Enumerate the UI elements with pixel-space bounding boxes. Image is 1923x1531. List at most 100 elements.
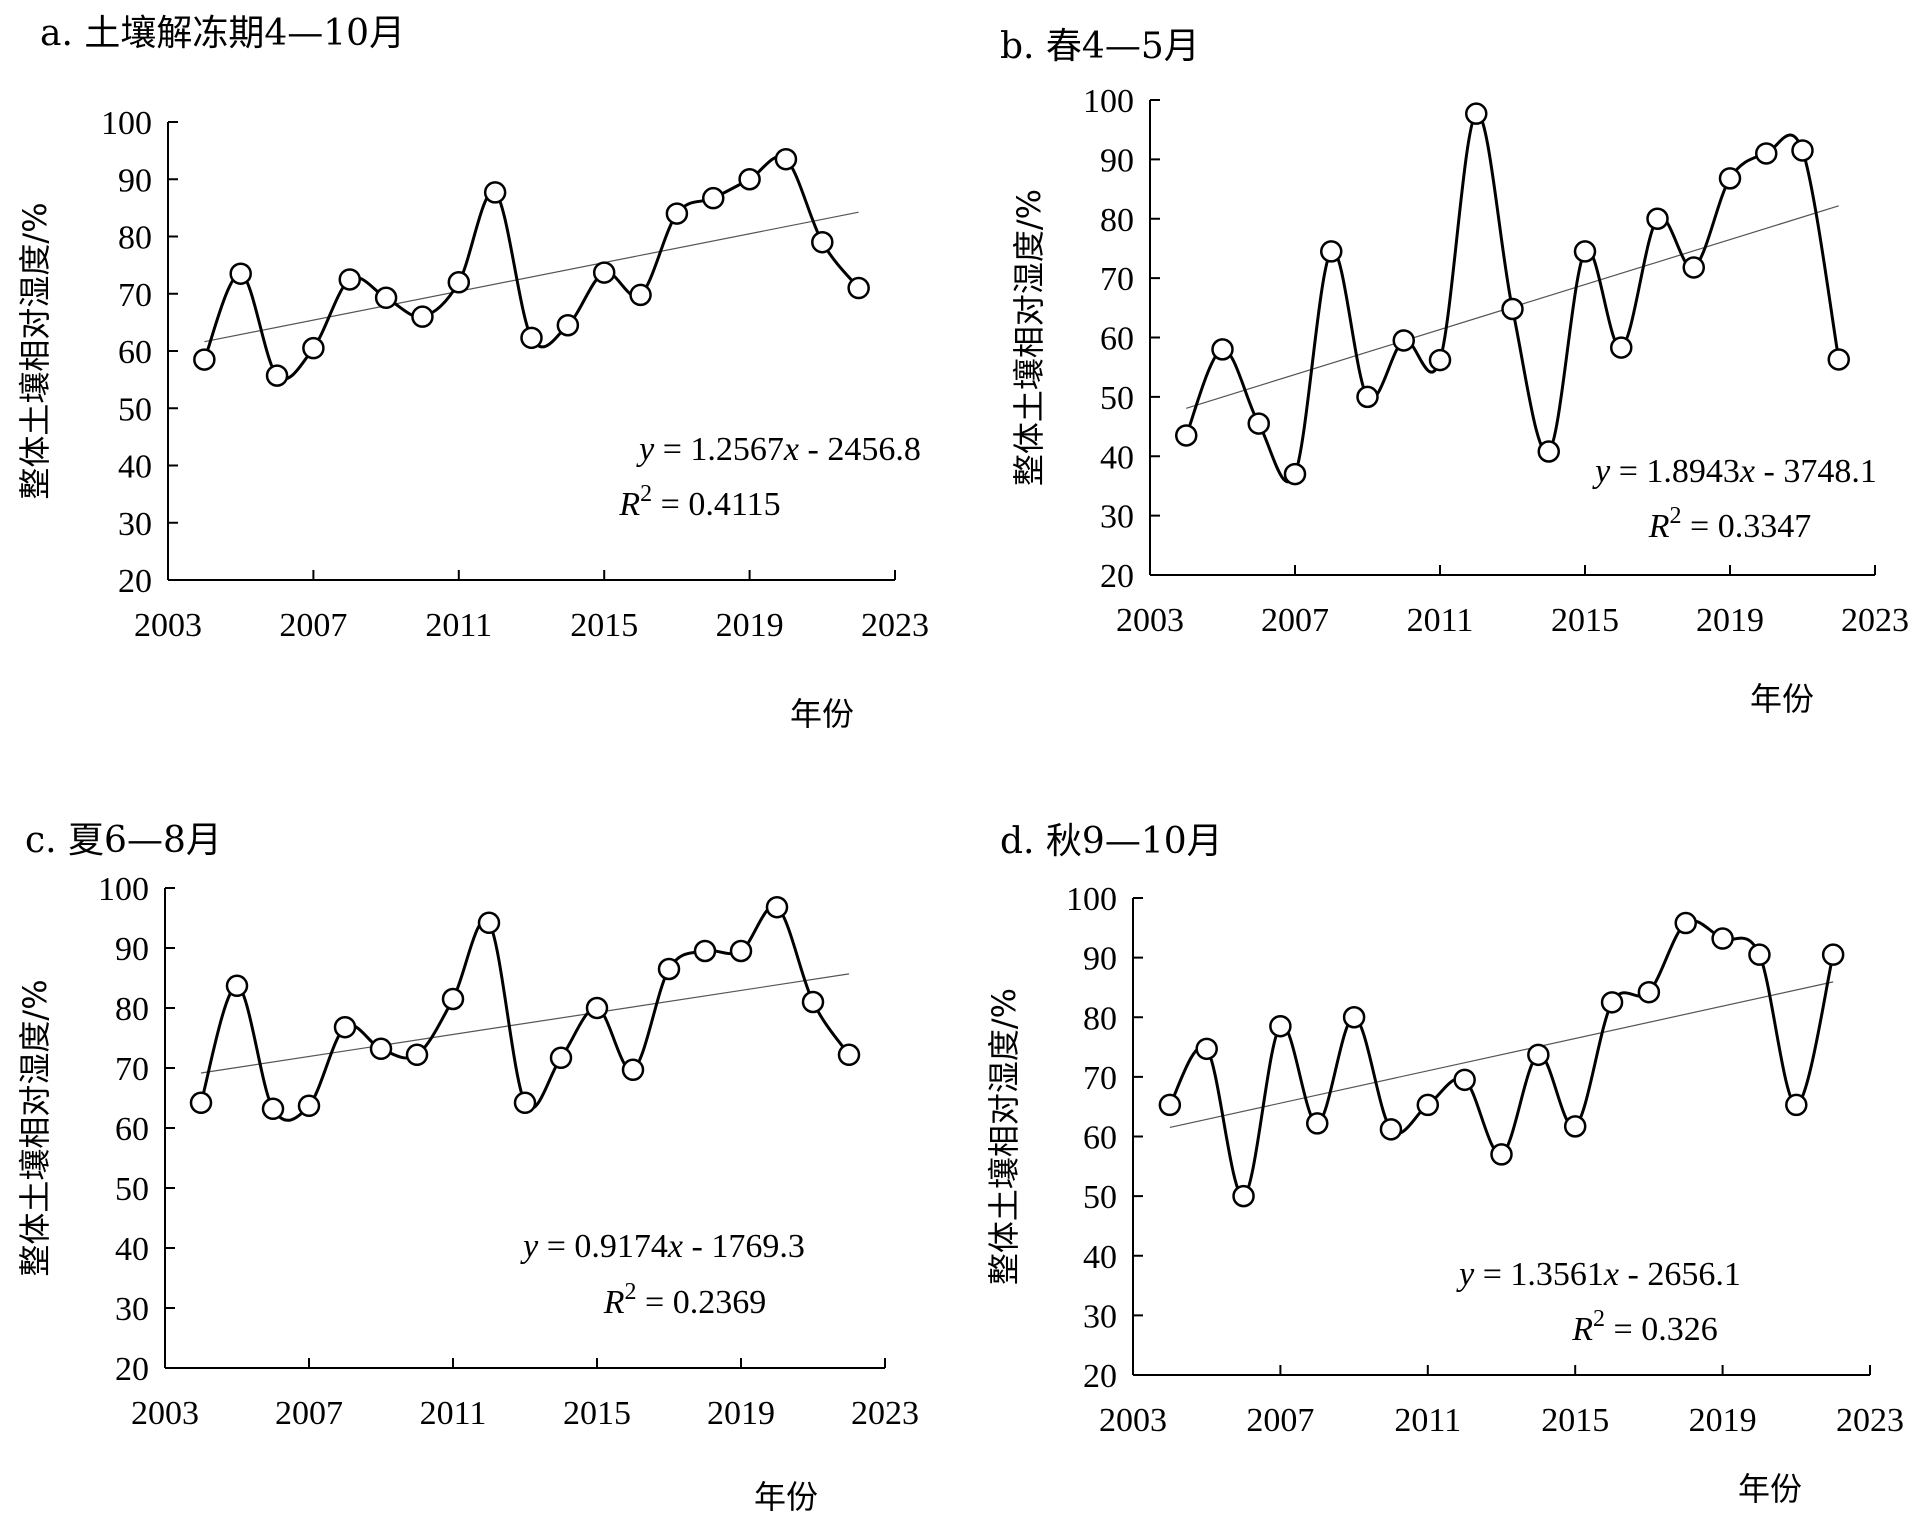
- chart-panel-a: a. 土壤解冻期4—10月 20 30 40 50 60 70 80 90 100 2003 2007…: [16, 13, 929, 733]
- data-point: [765, 895, 789, 919]
- r-label: R: [1648, 508, 1670, 545]
- eq-intercept: - 3748.1: [1755, 453, 1877, 490]
- data-point: [1637, 980, 1661, 1004]
- data-point: [801, 990, 825, 1014]
- y-tick-label: 60: [118, 334, 152, 371]
- eq-intercept: - 1769.3: [683, 1228, 805, 1265]
- x-axis-label: 年份: [1750, 680, 1814, 718]
- data-point: [265, 364, 289, 387]
- data-point: [1573, 240, 1597, 263]
- chart-title: a. 土壤解冻期4—10月: [40, 13, 405, 54]
- eq-slope: = 0.9174: [538, 1228, 668, 1265]
- eq-intercept: - 2656.1: [1619, 1256, 1741, 1293]
- chart-title: b. 春4—5月: [1000, 26, 1200, 67]
- data-point: [738, 168, 761, 191]
- data-point: [189, 1091, 213, 1115]
- chart-panel-d: d. 秋9—10月 20 30 40 50 60 70 80 90 100 2003 2007 2011…: [985, 821, 1904, 1508]
- x-axis-label: 年份: [754, 1478, 818, 1516]
- x-tick-label: 2015: [563, 1395, 631, 1432]
- trendline: [1169, 981, 1834, 1128]
- data-point: [1827, 348, 1850, 371]
- y-tick-label: 70: [115, 1051, 149, 1088]
- r-squared: R2 = 0.326: [1571, 1306, 1717, 1348]
- regression-equation: y = 1.8943x - 3748.1: [1592, 453, 1877, 490]
- data-point: [1563, 1115, 1587, 1138]
- y-axis-label: 整体土壤相对湿度/%: [16, 979, 54, 1276]
- data-point: [1755, 142, 1778, 165]
- data-point: [774, 147, 798, 171]
- data-point: [556, 313, 580, 337]
- data-point: [1527, 1043, 1550, 1067]
- r-squared: R2 = 0.2369: [603, 1279, 766, 1321]
- x-tick-label: 2003: [1099, 1402, 1167, 1439]
- chart-panel-b: b. 春4—5月 20 30 40 50 60 70 80 90 100 2003 2007 2011 2…: [1000, 26, 1909, 718]
- y-tick-label: 30: [118, 506, 152, 543]
- x-tick-label: 2023: [1836, 1402, 1904, 1439]
- data-point: [1610, 336, 1633, 359]
- data-point: [1356, 385, 1379, 409]
- series-line: [199, 904, 851, 1122]
- x-tick-label: 2007: [279, 607, 347, 644]
- data-point: [1718, 167, 1742, 190]
- data-point: [1211, 338, 1234, 361]
- x-axis-label: 年份: [1738, 1470, 1802, 1508]
- eq-slope: = 1.8943: [1610, 453, 1740, 490]
- x-tick-label: 2015: [1541, 1402, 1609, 1439]
- regression-equation: y = 1.2567x - 2456.8: [636, 431, 921, 468]
- y-axis-label: 整体土壤相对湿度/%: [16, 202, 54, 499]
- x-tick-label: 2007: [1246, 1402, 1314, 1439]
- y-tick-label: 40: [1100, 439, 1134, 476]
- y-axis-label: 整体土壤相对湿度/%: [985, 988, 1023, 1285]
- data-point: [549, 1046, 573, 1070]
- data-point: [1428, 348, 1452, 372]
- y-tick-label: 60: [1083, 1120, 1117, 1157]
- data-point: [405, 1043, 429, 1067]
- x-tick-label: 2011: [425, 607, 492, 644]
- y-tick-label: 50: [118, 391, 152, 428]
- data-point: [229, 262, 252, 285]
- eq-x: x: [1603, 1256, 1619, 1293]
- data-point: [1791, 139, 1814, 162]
- data-point: [338, 268, 361, 291]
- data-point: [1490, 1143, 1513, 1166]
- r-label: R: [1571, 1311, 1593, 1348]
- data-point: [621, 1058, 645, 1082]
- data-point: [483, 181, 507, 204]
- y-axis-label: 整体土壤相对湿度/%: [1010, 189, 1048, 486]
- data-point: [447, 271, 471, 294]
- chart-title: c. 夏6—8月: [25, 820, 222, 861]
- x-tick-label: 2023: [1841, 602, 1909, 639]
- y-tick-label: 100: [98, 871, 149, 908]
- data-point: [1682, 256, 1705, 279]
- regression-equation: y = 0.9174x - 1769.3: [520, 1228, 805, 1265]
- y-tick-label: 60: [1100, 321, 1134, 358]
- y-tick-label: 40: [115, 1231, 149, 1268]
- y-tick-label: 40: [1083, 1239, 1117, 1276]
- eq-slope: = 1.2567: [654, 431, 784, 468]
- data-point: [297, 1094, 321, 1118]
- data-point: [302, 336, 325, 360]
- r-value: = 0.4115: [652, 486, 780, 523]
- y-tick-label: 30: [115, 1291, 149, 1328]
- data-point: [477, 911, 501, 935]
- eq-y: y: [1456, 1256, 1475, 1293]
- data-point: [1379, 1118, 1403, 1141]
- data-point: [374, 286, 398, 310]
- eq-x: x: [783, 431, 799, 468]
- data-point: [702, 186, 725, 210]
- r-value: = 0.2369: [637, 1284, 767, 1321]
- data-point: [657, 957, 681, 981]
- data-point: [225, 974, 249, 998]
- data-point: [1748, 943, 1771, 966]
- y-tick-label: 100: [1083, 83, 1134, 120]
- y-tick-label: 50: [1083, 1179, 1117, 1216]
- eq-x: x: [667, 1228, 683, 1265]
- eq-intercept: - 2456.8: [799, 431, 921, 468]
- eq-x: x: [1739, 453, 1755, 490]
- x-tick-label: 2007: [275, 1395, 343, 1432]
- data-point: [1247, 412, 1270, 435]
- data-point: [1232, 1184, 1255, 1208]
- x-tick-label: 2003: [1116, 602, 1184, 639]
- x-tick-label: 2015: [1551, 602, 1619, 639]
